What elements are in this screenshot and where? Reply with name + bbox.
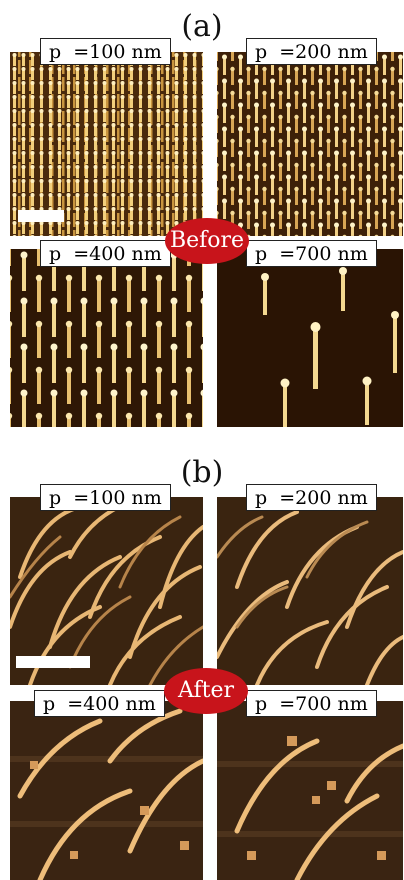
panel-label-after-p100: p =100 nm [40,484,171,511]
panel-label-after-p700: p =700 nm [246,690,377,717]
sem-panel-before-p200 [217,52,403,236]
panel-label-before-p400: p =400 nm [40,240,171,267]
sem-panel-after-p400 [10,701,203,880]
badge-after: After [164,668,248,714]
sem-panel-after-p700 [217,701,403,880]
badge-before: Before [165,218,249,264]
sem-panel-before-p100 [10,52,203,236]
panel-label-before-p200: p =200 nm [246,38,377,65]
panel-label-after-p400: p =400 nm [34,690,165,717]
sem-panel-before-p400 [10,249,203,427]
scale-bar-after [16,656,90,668]
panel-label-before-p700: p =700 nm [246,240,377,267]
panel-label-before-p100: p =100 nm [40,38,171,65]
panel-label-after-p200: p =200 nm [246,484,377,511]
part-label-b: (b) [180,455,224,490]
part-label-a: (a) [181,9,223,44]
sem-panel-after-p200 [217,497,403,685]
sem-panel-before-p700 [217,249,403,427]
scale-bar-before [18,210,64,222]
sem-panel-after-p100 [10,497,203,685]
